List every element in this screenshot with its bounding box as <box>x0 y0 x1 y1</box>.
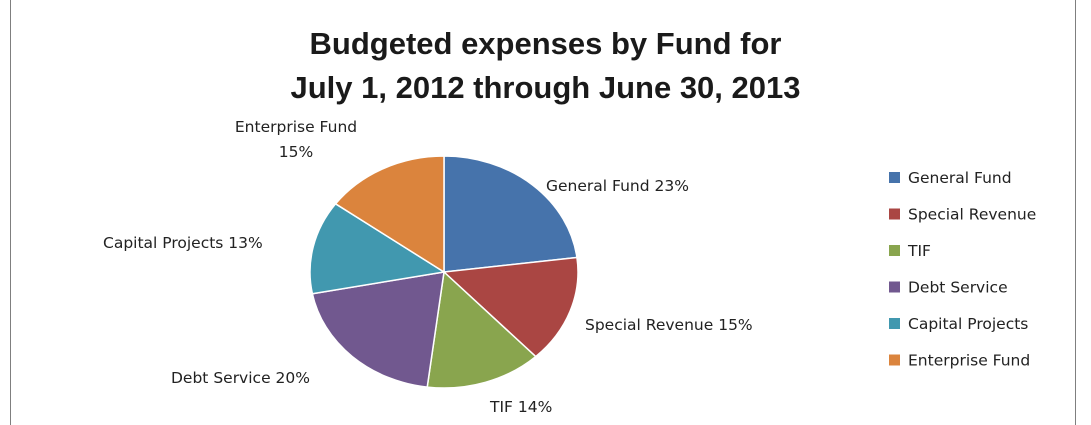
legend-label-debt-service: Debt Service <box>908 279 1008 297</box>
pie-slice-general-fund <box>443 155 578 273</box>
chart-frame <box>10 0 1076 425</box>
legend-label-capital-projects: Capital Projects <box>908 315 1028 333</box>
chart-title-line1: Budgeted expenses by Fund for <box>309 26 782 61</box>
data-label-debt-service: Debt Service 20% <box>171 369 310 387</box>
legend-swatch-enterprise-fund <box>889 354 900 366</box>
legend-label-tif: TIF <box>907 242 931 260</box>
legend-swatch-general-fund <box>889 172 900 183</box>
data-label-enterprise-fund-name: Enterprise Fund <box>235 118 357 136</box>
data-label-enterprise-fund-percent: 15% <box>279 143 313 161</box>
pie-slice-special-revenue <box>442 256 579 358</box>
data-label-general-fund: General Fund 23% <box>546 177 689 195</box>
data-label-tif: TIF 14% <box>489 398 552 416</box>
pie-slice-capital-projects <box>309 202 447 295</box>
pie-slice-enterprise-fund <box>334 155 445 274</box>
legend-swatch-tif <box>889 245 900 256</box>
legend-label-enterprise-fund: Enterprise Fund <box>908 352 1030 370</box>
pie-slice-tif <box>426 270 537 389</box>
chart-title-line2: July 1, 2012 through June 30, 2013 <box>290 70 801 105</box>
data-label-special-revenue: Special Revenue 15% <box>585 316 753 334</box>
chart-title: Budgeted expenses by Fund for July 1, 20… <box>0 22 1091 110</box>
data-label-capital-projects: Capital Projects 13% <box>103 234 263 252</box>
pie-slice-debt-service <box>311 271 445 388</box>
legend-swatch-special-revenue <box>889 208 900 220</box>
legend-label-general-fund: General Fund <box>908 169 1012 187</box>
legend-swatch-debt-service <box>889 281 900 293</box>
legend-swatch-capital-projects <box>889 318 900 329</box>
legend-label-special-revenue: Special Revenue <box>908 206 1036 224</box>
